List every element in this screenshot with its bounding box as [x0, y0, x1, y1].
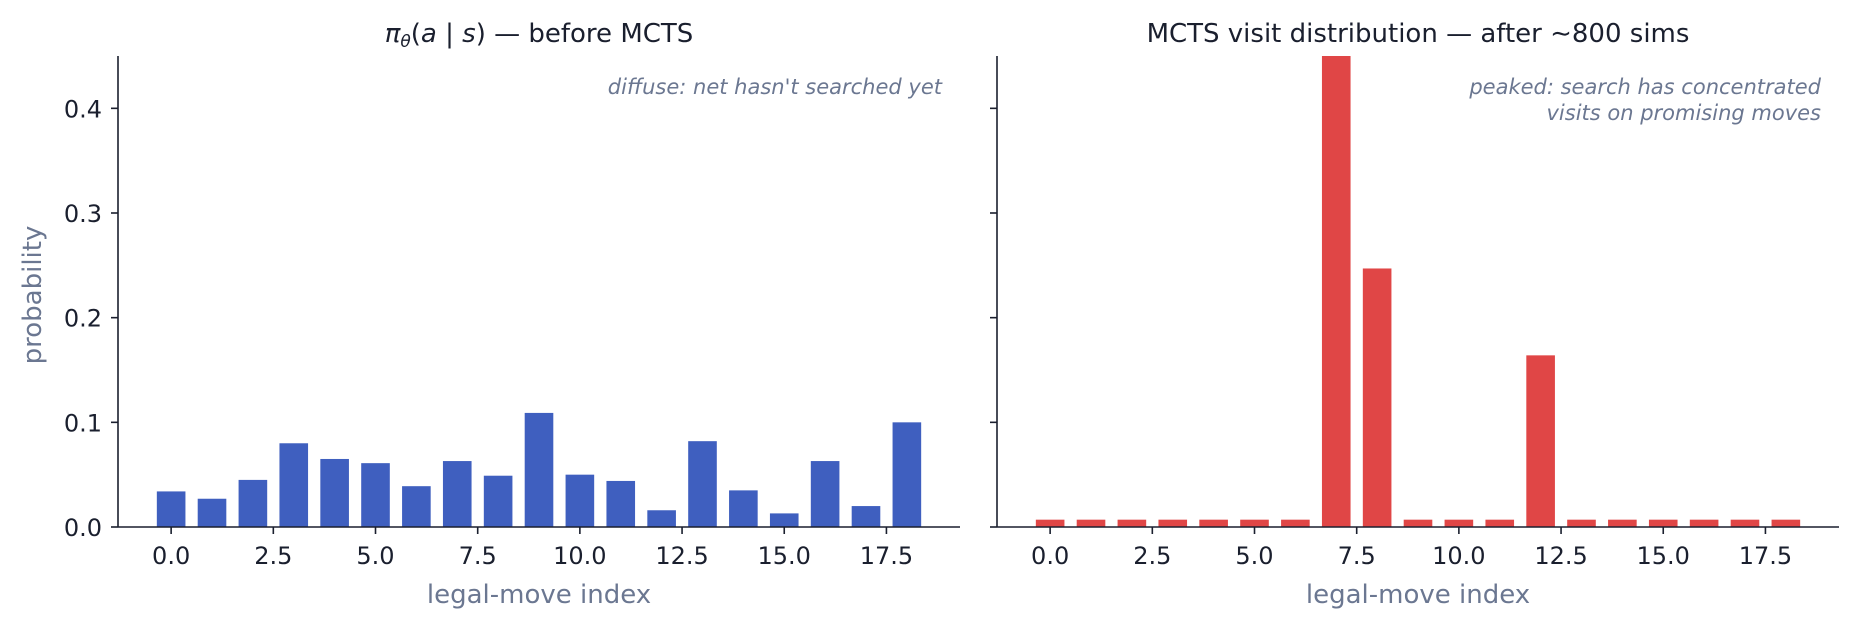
bar-6: [1281, 519, 1310, 527]
bar-17: [851, 506, 881, 527]
annotation-line: diffuse: net hasn't searched yet: [608, 75, 943, 99]
bar-6: [402, 486, 431, 527]
bars-left: [156, 412, 922, 527]
x-tick-label: 15.0: [758, 542, 811, 570]
x-tick-label: 17.5: [860, 542, 913, 570]
bar-4: [320, 458, 349, 527]
bars-right: [1035, 56, 1801, 527]
x-tick-label: 7.5: [1338, 542, 1376, 570]
bar-8: [483, 475, 513, 527]
y-tick-label: 0.1: [64, 409, 102, 437]
bar-11: [1485, 519, 1515, 527]
bar-8: [1362, 268, 1392, 527]
bar-16: [810, 461, 840, 527]
x-ticks-right: 0.0 2.5 5.0 7.5 10.0 12.5 15.0 17.5: [1031, 527, 1792, 570]
chart-title-right: MCTS visit distribution — after ∼800 sim…: [1147, 19, 1690, 49]
x-tick-label: 0.0: [1031, 542, 1069, 570]
bar-1: [197, 498, 227, 527]
bar-5: [361, 463, 390, 527]
x-axis-label-right: legal-move index: [1306, 580, 1530, 610]
title-theta: θ: [400, 32, 411, 52]
bar-7: [442, 461, 472, 527]
y-tick-label: 0.2: [64, 305, 102, 333]
chart-title-left: πθ(a | s) — before MCTS: [385, 19, 694, 52]
bar-10: [1444, 519, 1474, 527]
title-open: (: [411, 19, 421, 49]
x-tick-label: 7.5: [459, 542, 497, 570]
x-axis-label-left: legal-move index: [427, 580, 651, 610]
title-rest: — before MCTS: [486, 19, 693, 49]
bar-18: [892, 422, 922, 527]
y-ticks-left: 0.0 0.1 0.2 0.3 0.4: [64, 95, 118, 542]
bar-2: [1117, 519, 1147, 527]
annotation-line: peaked: search has concentrated: [1468, 75, 1821, 99]
panel-before-mcts: πθ(a | s) — before MCTS 0.0 2.5 5.0 7.5 10.0…: [18, 19, 960, 610]
bar-17: [1730, 519, 1760, 527]
bar-0: [156, 491, 186, 527]
x-tick-label: 2.5: [1133, 542, 1171, 570]
x-tick-label: 5.0: [356, 542, 394, 570]
bar-16: [1689, 519, 1719, 527]
bar-1: [1076, 519, 1106, 527]
title-pi: π: [385, 19, 401, 49]
bar-13: [688, 441, 717, 527]
annotation-line: visits on promising moves: [1546, 101, 1821, 125]
bar-2: [238, 479, 268, 527]
bar-0: [1035, 519, 1065, 527]
y-ticks-right: [990, 107, 997, 528]
panel-after-mcts: MCTS visit distribution — after ∼800 sim…: [990, 19, 1839, 610]
x-tick-label: 2.5: [254, 542, 292, 570]
x-tick-label: 0.0: [152, 542, 190, 570]
bar-3: [279, 443, 309, 527]
x-tick-label: 15.0: [1637, 542, 1690, 570]
x-tick-label: 10.0: [553, 542, 606, 570]
bar-15: [1648, 519, 1678, 527]
x-tick-label: 10.0: [1432, 542, 1485, 570]
bar-13: [1567, 519, 1596, 527]
title-close: ): [476, 19, 486, 49]
x-tick-label: 5.0: [1235, 542, 1273, 570]
x-ticks-left: 0.0 2.5 5.0 7.5 10.0 12.5 15.0 17.5: [152, 527, 913, 570]
bar-14: [729, 490, 758, 527]
bar-18: [1771, 519, 1801, 527]
bar-11: [606, 480, 636, 527]
x-tick-label: 17.5: [1739, 542, 1792, 570]
bar-9: [524, 412, 554, 527]
y-tick-label: 0.4: [64, 95, 102, 123]
bar-7: [1321, 56, 1351, 527]
y-tick-label: 0.0: [64, 514, 102, 542]
title-s: s: [462, 19, 476, 49]
x-tick-label: 12.5: [655, 542, 708, 570]
title-a: a: [421, 19, 437, 49]
annotation-left: diffuse: net hasn't searched yet: [608, 75, 943, 99]
y-axis-label: probability: [18, 226, 48, 365]
bar-3: [1158, 519, 1188, 527]
bar-4: [1199, 519, 1228, 527]
bar-12: [647, 510, 676, 527]
y-tick-label: 0.3: [64, 200, 102, 228]
bar-9: [1403, 519, 1433, 527]
x-tick-label: 12.5: [1534, 542, 1587, 570]
bar-14: [1608, 519, 1637, 527]
title-bar: |: [437, 19, 462, 49]
bar-5: [1240, 519, 1269, 527]
bar-12: [1526, 355, 1555, 527]
bar-15: [769, 513, 799, 527]
bar-10: [565, 474, 595, 527]
